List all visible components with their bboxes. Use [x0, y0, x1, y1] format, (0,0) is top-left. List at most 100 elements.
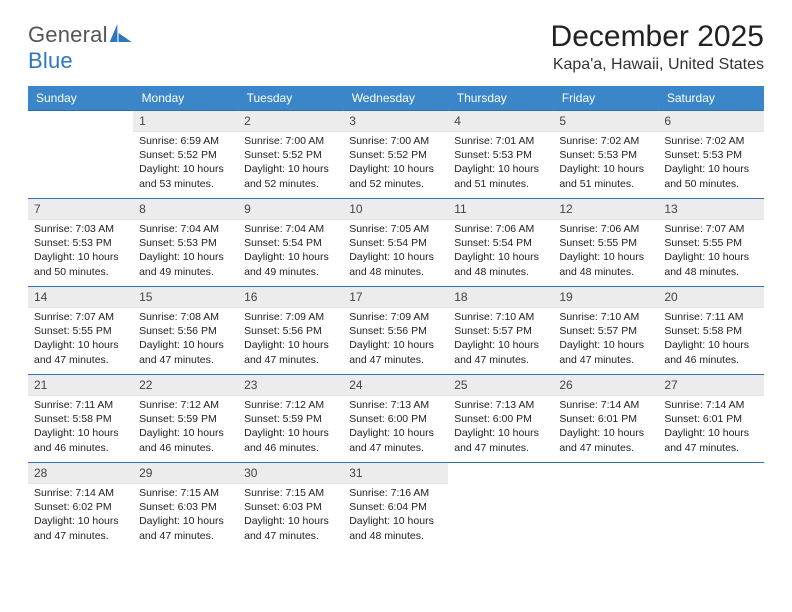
day-details: Sunrise: 7:09 AMSunset: 5:56 PMDaylight:… — [343, 308, 448, 371]
daylight-text: Daylight: 10 hours — [139, 162, 232, 176]
day-details: Sunrise: 7:02 AMSunset: 5:53 PMDaylight:… — [658, 132, 763, 195]
calendar-day-cell: 7Sunrise: 7:03 AMSunset: 5:53 PMDaylight… — [28, 199, 133, 287]
sunset-text: Sunset: 5:53 PM — [454, 148, 547, 162]
day-details: Sunrise: 7:10 AMSunset: 5:57 PMDaylight:… — [448, 308, 553, 371]
sunset-text: Sunset: 5:56 PM — [139, 324, 232, 338]
daylight-text: and 47 minutes. — [349, 353, 442, 367]
daylight-text: and 46 minutes. — [244, 441, 337, 455]
sunset-text: Sunset: 5:52 PM — [139, 148, 232, 162]
calendar-day-cell: 17Sunrise: 7:09 AMSunset: 5:56 PMDayligh… — [343, 287, 448, 375]
calendar-day-cell: 25Sunrise: 7:13 AMSunset: 6:00 PMDayligh… — [448, 375, 553, 463]
sunrise-text: Sunrise: 7:14 AM — [559, 398, 652, 412]
calendar-day-cell: 28Sunrise: 7:14 AMSunset: 6:02 PMDayligh… — [28, 463, 133, 551]
sunset-text: Sunset: 5:53 PM — [139, 236, 232, 250]
daylight-text: Daylight: 10 hours — [664, 162, 757, 176]
day-number: 7 — [28, 199, 133, 220]
sunrise-text: Sunrise: 7:06 AM — [454, 222, 547, 236]
sunset-text: Sunset: 5:54 PM — [349, 236, 442, 250]
day-number: 12 — [553, 199, 658, 220]
day-details: Sunrise: 7:09 AMSunset: 5:56 PMDaylight:… — [238, 308, 343, 371]
sunset-text: Sunset: 6:01 PM — [559, 412, 652, 426]
calendar-day-cell: 1Sunrise: 6:59 AMSunset: 5:52 PMDaylight… — [133, 111, 238, 199]
sunset-text: Sunset: 5:55 PM — [664, 236, 757, 250]
daylight-text: Daylight: 10 hours — [349, 514, 442, 528]
weekday-header: Thursday — [448, 86, 553, 111]
daylight-text: Daylight: 10 hours — [139, 250, 232, 264]
logo: General Blue — [28, 20, 132, 74]
sunrise-text: Sunrise: 7:07 AM — [34, 310, 127, 324]
weekday-row: SundayMondayTuesdayWednesdayThursdayFrid… — [28, 86, 764, 111]
daylight-text: Daylight: 10 hours — [349, 338, 442, 352]
logo-text: General Blue — [28, 20, 132, 74]
calendar-day-cell: 6Sunrise: 7:02 AMSunset: 5:53 PMDaylight… — [658, 111, 763, 199]
sunrise-text: Sunrise: 7:13 AM — [349, 398, 442, 412]
sunrise-text: Sunrise: 7:14 AM — [664, 398, 757, 412]
daylight-text: Daylight: 10 hours — [34, 514, 127, 528]
daylight-text: Daylight: 10 hours — [559, 250, 652, 264]
daylight-text: Daylight: 10 hours — [454, 162, 547, 176]
daylight-text: Daylight: 10 hours — [139, 426, 232, 440]
sunset-text: Sunset: 5:59 PM — [139, 412, 232, 426]
daylight-text: and 47 minutes. — [454, 441, 547, 455]
calendar-day-cell: 30Sunrise: 7:15 AMSunset: 6:03 PMDayligh… — [238, 463, 343, 551]
calendar-day-cell — [658, 463, 763, 551]
title-block: December 2025 Kapa'a, Hawaii, United Sta… — [551, 20, 764, 74]
daylight-text: Daylight: 10 hours — [244, 250, 337, 264]
sunrise-text: Sunrise: 7:14 AM — [34, 486, 127, 500]
sunrise-text: Sunrise: 7:11 AM — [664, 310, 757, 324]
day-details: Sunrise: 7:08 AMSunset: 5:56 PMDaylight:… — [133, 308, 238, 371]
calendar-day-cell — [28, 111, 133, 199]
sunrise-text: Sunrise: 7:06 AM — [559, 222, 652, 236]
calendar-day-cell: 10Sunrise: 7:05 AMSunset: 5:54 PMDayligh… — [343, 199, 448, 287]
day-details: Sunrise: 6:59 AMSunset: 5:52 PMDaylight:… — [133, 132, 238, 195]
sunset-text: Sunset: 6:03 PM — [244, 500, 337, 514]
day-details: Sunrise: 7:12 AMSunset: 5:59 PMDaylight:… — [238, 396, 343, 459]
sunset-text: Sunset: 6:01 PM — [664, 412, 757, 426]
sunrise-text: Sunrise: 7:16 AM — [349, 486, 442, 500]
calendar-day-cell: 20Sunrise: 7:11 AMSunset: 5:58 PMDayligh… — [658, 287, 763, 375]
day-number: 11 — [448, 199, 553, 220]
daylight-text: and 47 minutes. — [349, 441, 442, 455]
daylight-text: Daylight: 10 hours — [559, 426, 652, 440]
day-number: 4 — [448, 111, 553, 132]
sunset-text: Sunset: 6:03 PM — [139, 500, 232, 514]
calendar-day-cell: 22Sunrise: 7:12 AMSunset: 5:59 PMDayligh… — [133, 375, 238, 463]
daylight-text: Daylight: 10 hours — [664, 250, 757, 264]
month-title: December 2025 — [551, 20, 764, 54]
calendar-day-cell: 21Sunrise: 7:11 AMSunset: 5:58 PMDayligh… — [28, 375, 133, 463]
daylight-text: and 47 minutes. — [664, 441, 757, 455]
sunset-text: Sunset: 5:55 PM — [559, 236, 652, 250]
sunset-text: Sunset: 5:53 PM — [664, 148, 757, 162]
daylight-text: Daylight: 10 hours — [139, 514, 232, 528]
sunrise-text: Sunrise: 7:00 AM — [244, 134, 337, 148]
daylight-text: Daylight: 10 hours — [559, 162, 652, 176]
daylight-text: and 47 minutes. — [559, 353, 652, 367]
day-number: 25 — [448, 375, 553, 396]
sunrise-text: Sunrise: 7:15 AM — [244, 486, 337, 500]
sunset-text: Sunset: 5:53 PM — [34, 236, 127, 250]
calendar-table: SundayMondayTuesdayWednesdayThursdayFrid… — [28, 86, 764, 551]
day-details: Sunrise: 7:04 AMSunset: 5:54 PMDaylight:… — [238, 220, 343, 283]
calendar-day-cell: 2Sunrise: 7:00 AMSunset: 5:52 PMDaylight… — [238, 111, 343, 199]
day-number: 22 — [133, 375, 238, 396]
day-number: 8 — [133, 199, 238, 220]
location-subtitle: Kapa'a, Hawaii, United States — [551, 56, 764, 74]
day-number: 14 — [28, 287, 133, 308]
daylight-text: Daylight: 10 hours — [34, 426, 127, 440]
day-details: Sunrise: 7:04 AMSunset: 5:53 PMDaylight:… — [133, 220, 238, 283]
daylight-text: Daylight: 10 hours — [664, 338, 757, 352]
sunset-text: Sunset: 5:56 PM — [244, 324, 337, 338]
daylight-text: and 49 minutes. — [139, 265, 232, 279]
calendar-week-row: 7Sunrise: 7:03 AMSunset: 5:53 PMDaylight… — [28, 199, 764, 287]
daylight-text: Daylight: 10 hours — [454, 250, 547, 264]
calendar-day-cell — [448, 463, 553, 551]
day-number: 10 — [343, 199, 448, 220]
sunrise-text: Sunrise: 6:59 AM — [139, 134, 232, 148]
weekday-header: Wednesday — [343, 86, 448, 111]
daylight-text: and 47 minutes. — [139, 529, 232, 543]
sunset-text: Sunset: 5:54 PM — [244, 236, 337, 250]
day-details: Sunrise: 7:07 AMSunset: 5:55 PMDaylight:… — [28, 308, 133, 371]
daylight-text: and 48 minutes. — [559, 265, 652, 279]
calendar-day-cell: 4Sunrise: 7:01 AMSunset: 5:53 PMDaylight… — [448, 111, 553, 199]
calendar-day-cell: 13Sunrise: 7:07 AMSunset: 5:55 PMDayligh… — [658, 199, 763, 287]
